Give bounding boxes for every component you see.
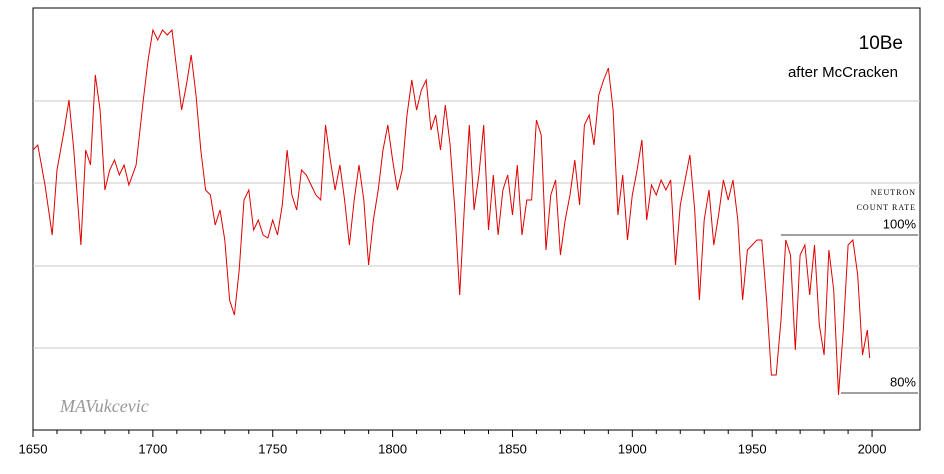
chart-subtitle: after McCracken xyxy=(788,64,898,81)
reference-label: 100% xyxy=(883,216,917,231)
data-line xyxy=(32,28,871,396)
watermark: MAVukcevic xyxy=(59,396,149,416)
x-tick-label: 1900 xyxy=(618,441,647,456)
x-tick-label: 1950 xyxy=(738,441,767,456)
reference-label: 80% xyxy=(890,374,916,389)
x-tick-label: 2000 xyxy=(858,441,887,456)
x-tick-label: 1650 xyxy=(19,441,48,456)
reference-note: COUNT RATE xyxy=(857,203,916,212)
x-tick-label: 1750 xyxy=(258,441,287,456)
x-tick-label: 1700 xyxy=(138,441,167,456)
reference-note: NEUTRON xyxy=(871,188,916,197)
x-tick-label: 1850 xyxy=(498,441,527,456)
x-tick-label: 1800 xyxy=(378,441,407,456)
plot-frame xyxy=(32,7,921,431)
chart-title: 10Be xyxy=(859,33,903,54)
